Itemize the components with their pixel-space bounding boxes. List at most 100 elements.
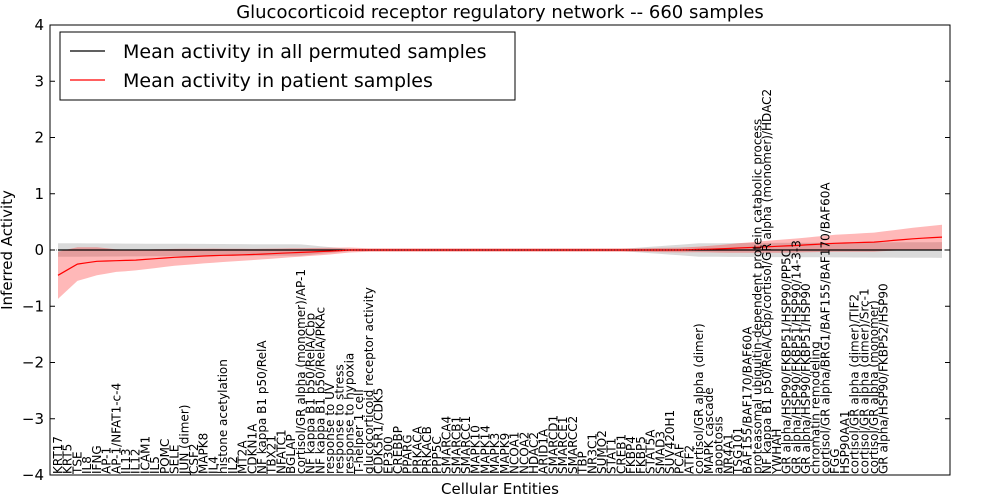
entity-label: chromatin remodeling — [809, 341, 823, 474]
entity-label: ARID1A — [537, 428, 551, 474]
x-axis-label: Cellular Entities — [441, 480, 559, 498]
entity-label: YWHAH — [770, 429, 784, 475]
entity-label: SMARCA4 — [440, 416, 454, 474]
entity-label: SMARCB1 — [449, 416, 463, 474]
entity-label: NF kappa B1 p50/RelA/Cbp/cortisol/GR alp… — [760, 89, 774, 474]
entity-label: MAPK8 — [197, 433, 211, 474]
entity-label: TSE — [70, 451, 84, 475]
entity-label: NF kappa B1 p50/RelA — [255, 340, 269, 474]
entity-label: cortisol/GR alpha (dimer)/TIF2 — [848, 294, 862, 474]
entity-label: response to hypoxia — [342, 353, 356, 474]
entity-label: CREBBP — [391, 426, 405, 474]
entity-label: ICAM1 — [138, 436, 152, 474]
entity-label: NF kappa B1 p50/RelA/PKAc — [313, 307, 327, 474]
y-tick-label: 2 — [34, 129, 44, 147]
entity-label: HDAC2 — [527, 432, 541, 474]
entity-labels: KRT17KRT5TSEIL8IFNGAP-1AP-1/NFAT1-c-4IL1… — [51, 89, 891, 475]
entity-label: NCOA1 — [508, 432, 522, 474]
entity-label: BGLAP — [284, 434, 298, 474]
entity-label: response to UV — [323, 382, 337, 474]
y-tick-label: 0 — [34, 241, 44, 259]
entity-label: NR3C1 — [585, 433, 599, 474]
entity-label: TBX21 — [265, 435, 279, 475]
entity-label: T-helper 1 cell — [352, 389, 366, 475]
entity-label: NR4A1 — [721, 433, 735, 474]
entity-label: NF kappa B1 p50/RelA/Cbp — [304, 313, 318, 474]
y-tick-label: −4 — [22, 466, 44, 484]
y-tick-label: 1 — [34, 185, 44, 203]
entity-label: SMARCD1 — [546, 415, 560, 474]
entity-label: BAF155/BAF170/BAF60A — [741, 326, 755, 474]
entity-label: MAPK9 — [498, 433, 512, 474]
entity-label: histone acetylation — [216, 359, 230, 474]
entity-label: SUMO2 — [595, 430, 609, 474]
entity-label: PPP5C — [430, 436, 444, 474]
entity-label: FKBP5 — [634, 436, 648, 474]
entity-label: KRT17 — [51, 436, 65, 474]
entity-label: SMARCC2 — [566, 416, 580, 474]
entity-label: CDK5R1/CDK5 — [372, 388, 386, 474]
entity-label: IL8 — [80, 456, 94, 474]
entity-label: PRKACB — [420, 426, 434, 474]
entity-label: CSF2 — [187, 443, 201, 474]
y-tick-label: 4 — [34, 16, 44, 34]
entity-label: SUV420H1 — [663, 410, 677, 474]
entity-label: SMAD3 — [653, 431, 667, 474]
legend-label-permuted: Mean activity in all permuted samples — [123, 41, 486, 63]
entity-label: IFNG — [90, 445, 104, 474]
entity-label: CREB1 — [614, 434, 628, 474]
y-axis-label: Inferred Activity — [0, 190, 16, 310]
entity-label: FGG — [828, 449, 842, 475]
entity-label: GR alpha/HSP90/FKBP51/HSP90/14-3-3 — [789, 240, 803, 474]
entity-label: AP-1/NFAT1-c-4 — [109, 383, 123, 474]
entity-label: cortisol/GR alpha (dimer) — [692, 323, 706, 474]
entity-label: ATF2 — [682, 445, 696, 474]
entity-label: cortisol/GR alpha/BRG1/BAF155/BAF170/BAF… — [818, 182, 832, 474]
entity-label: GR alpha/HSP90/FKBP52/HSP90 — [877, 283, 891, 474]
y-tick-label: −2 — [22, 354, 44, 372]
entity-label: cortisol/GR alpha (monomer) — [867, 300, 881, 474]
entity-label: FKBP4 — [624, 436, 638, 474]
entity-label: SELE — [168, 445, 182, 474]
entity-label: MAPK3 — [488, 433, 502, 474]
y-tick-label: −3 — [22, 410, 44, 428]
entity-label: SMARCE1 — [556, 416, 570, 474]
entity-label: MAPK14 — [478, 425, 492, 474]
legend-label-patient: Mean activity in patient samples — [123, 70, 433, 92]
entity-label: CDKN1A — [245, 423, 259, 474]
entity-label: AP-1 — [100, 447, 114, 474]
entity-label: STAT1 — [605, 438, 619, 474]
entity-label: IL2 — [226, 456, 240, 474]
entity-label: HSP90AA1 — [838, 410, 852, 474]
legend: Mean activity in all permuted samples Me… — [59, 31, 516, 101]
entity-label: IL12 — [129, 449, 143, 475]
entity-label: EP300 — [381, 436, 395, 474]
chart-title: Glucocorticoid receptor regulatory netwo… — [236, 2, 764, 23]
entity-label: PCAF — [673, 443, 687, 474]
entity-label: KRT5 — [61, 444, 75, 474]
entity-label: MT2A — [236, 440, 250, 474]
entity-label: cortisol/GR alpha (dimer)/Src-1 — [857, 288, 871, 474]
entity-label: MAPK10 — [469, 425, 483, 474]
entity-label: MAPK cascade — [702, 387, 716, 474]
entity-label: STAT5A — [644, 429, 658, 474]
entity-label: response to stress — [333, 364, 347, 474]
entity-label: cortisol/GR alpha (monomer)/AP-1 — [294, 269, 308, 474]
entity-label: TSG101 — [731, 427, 745, 475]
entity-label: SMARCC1 — [459, 416, 473, 474]
entity-label: apoptosis — [712, 416, 726, 474]
entity-label: IL5 — [148, 456, 162, 474]
entity-label: PPARG — [401, 434, 415, 474]
entity-label: JUN (dimer) — [177, 405, 191, 475]
entity-label: proteasomal ubiquitin-dependent protein … — [750, 119, 764, 474]
entity-label: NCOA2 — [517, 432, 531, 474]
entity-label: glucocorticoid receptor activity — [362, 287, 376, 474]
entity-label: GR alpha/HSP90/FKBP51/HSP90/PP5C — [780, 249, 794, 474]
entity-label: PRKACA — [410, 425, 424, 474]
entity-label: IL4 — [206, 456, 220, 474]
legend-box — [59, 31, 516, 101]
entity-label: TBP — [576, 451, 590, 475]
y-tick-label: 3 — [34, 72, 44, 90]
entity-label: IL13 — [119, 449, 133, 475]
